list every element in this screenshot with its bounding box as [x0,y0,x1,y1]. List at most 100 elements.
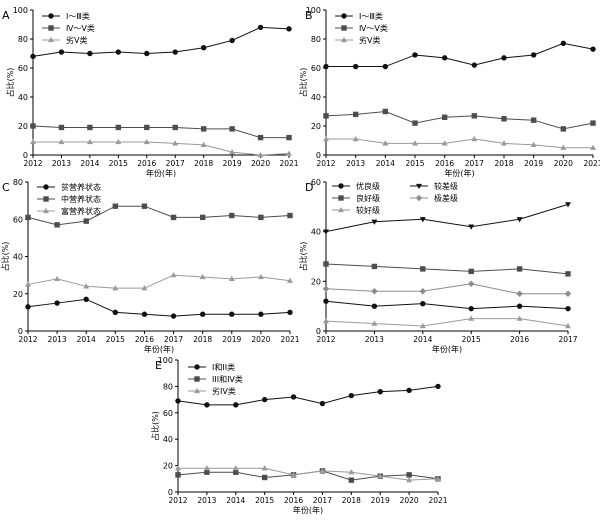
legend-entry: 良好级 [356,193,380,203]
legend-entry: 劣IV类 [212,386,236,396]
legend-marker [416,183,422,190]
data-point [468,268,474,275]
data-point [144,124,150,131]
data-point [199,311,206,317]
x-tick-label: 2021 [428,496,447,505]
y-axis-label: 占比(%) [298,68,308,98]
x-tick-label: 2014 [77,335,96,344]
x-tick-label: 2013 [52,159,71,168]
data-point [229,212,235,219]
data-point [565,271,571,277]
panel-label-C: C [2,181,10,194]
x-tick-label: 2017 [164,335,183,344]
y-axis-label: 占比(%) [298,242,308,272]
legend-entry: 中营养状态 [61,194,101,204]
legend-marker [341,25,347,31]
legend-marker [194,387,200,394]
data-point [371,288,378,295]
series-line [325,318,569,327]
legend-entry: 富营养状态 [61,206,101,216]
data-point [115,49,122,55]
data-point [348,477,355,483]
legend-entry: Ⅰ～Ⅲ类 [359,11,383,21]
data-point [468,224,475,230]
data-point [516,290,523,297]
data-point [258,311,264,317]
data-point [501,140,507,146]
legend-entry: 极差级 [434,193,458,203]
data-point [348,392,355,399]
data-point [412,140,418,146]
data-point [468,305,474,312]
data-point [322,285,330,293]
data-point [30,53,36,60]
data-point [565,202,571,208]
data-point [172,124,178,131]
series-line [325,263,569,275]
data-point [87,124,93,131]
series-line [325,110,594,130]
y-tick-label: 40 [163,435,173,444]
data-point [441,140,448,146]
legend-marker [338,195,344,201]
data-point [530,117,537,123]
legend-entry: 较好级 [356,205,380,215]
y-tick-label: 60 [163,409,173,418]
chart-panel-A: A 0 20 40 60 80 100 2012 2013 2014 2015 2016 2017 201… [2,6,299,178]
data-point [200,45,207,51]
data-point [352,111,359,118]
x-tick-label: 2020 [251,335,270,344]
x-axis-label: 年份(年) [144,344,174,354]
data-point [377,473,384,479]
data-point [435,475,441,481]
y-tick-label: 0 [316,151,321,160]
data-point [471,62,478,68]
chart-panel-B: B 0 20 40 60 80 100 2012 2013 2014 2015 2016 2017 201… [298,6,600,178]
data-point [141,203,148,209]
data-point [471,135,478,142]
x-axis-label: 年份(年) [146,168,176,178]
data-point [54,222,60,228]
data-point [83,296,89,303]
data-point [258,214,264,221]
x-tick-label: 2014 [226,496,245,505]
data-point [382,140,389,146]
x-tick-label: 2012 [316,159,335,168]
data-point [419,322,426,329]
data-point [112,203,119,209]
x-tick-label: 2015 [462,335,481,344]
panel-label-E: E [155,359,162,372]
data-point [323,63,329,70]
legend-marker [43,184,49,190]
data-point [233,469,239,475]
axes [27,182,290,332]
legend-marker [194,364,200,370]
legend-entry: 劣Ⅴ类 [359,35,380,45]
x-tick-label: 2019 [223,159,242,168]
x-tick-label: 2020 [400,496,419,505]
data-point [229,311,235,317]
x-axis-label: 年份(年) [432,344,462,354]
data-point [323,261,329,267]
axes [325,182,568,332]
data-point [323,113,329,119]
x-tick-label: 2018 [494,159,513,168]
y-tick-label: 20 [311,122,321,131]
y-tick-label: 80 [13,178,23,187]
x-tick-label: 2014 [413,335,432,344]
x-tick-label: 2019 [222,335,241,344]
x-tick-label: 2019 [371,496,390,505]
data-point [371,303,378,309]
legend-entry: I和II类 [212,362,235,372]
data-point [257,151,264,158]
y-tick-label: 80 [163,382,173,391]
y-tick-label: 40 [311,228,321,237]
data-point [471,113,478,119]
data-point [232,465,239,471]
data-point [382,108,389,115]
data-point [352,63,359,70]
data-point [377,388,383,395]
data-point [170,313,177,319]
